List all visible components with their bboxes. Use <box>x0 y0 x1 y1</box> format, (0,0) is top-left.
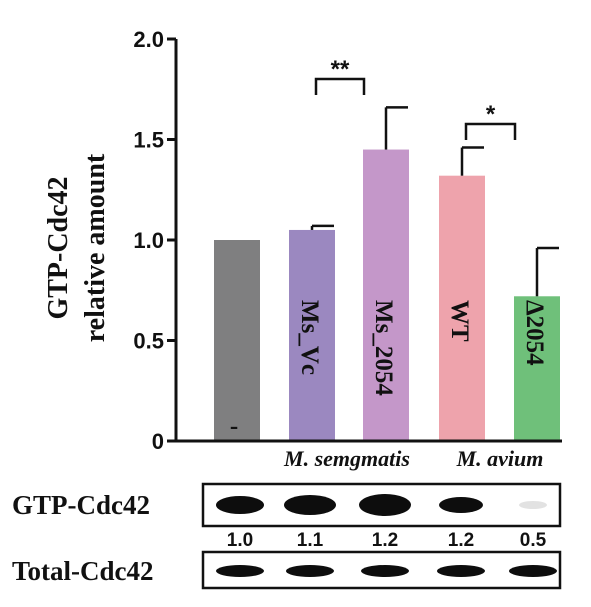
y-axis: 0 0.5 1.0 1.5 2.0 <box>133 27 178 454</box>
group-label: M. avium <box>456 446 544 471</box>
bar-label: Ms_Vc <box>296 300 323 375</box>
significance-label: * <box>486 101 496 128</box>
blot-band <box>216 565 264 577</box>
blot-band <box>361 565 409 577</box>
blot-row-label: GTP-Cdc42 <box>12 490 150 520</box>
group-labels: M. semgmatis M. avium <box>283 446 543 471</box>
blot-band <box>284 495 336 515</box>
blot-band <box>359 494 411 516</box>
blot-quantification: 1.1 <box>297 530 324 551</box>
blot-band <box>216 496 264 514</box>
group-label: M. semgmatis <box>283 446 410 471</box>
blot-band <box>439 497 483 513</box>
y-axis-label-line: relative amount <box>80 153 111 342</box>
western-blot: GTP-Cdc42 Total-Cdc42 1.0 1.1 1.2 1.2 0.5 <box>12 482 562 590</box>
y-tick-label: 1.0 <box>133 228 164 253</box>
y-axis-label: GTP-Cdc42 relative amount <box>43 153 111 342</box>
y-tick-label: 0.5 <box>133 329 164 354</box>
blot-band <box>519 501 547 509</box>
y-tick-label: 1.5 <box>133 128 164 153</box>
blot-band <box>286 565 334 577</box>
blot-quantification: 1.2 <box>372 530 398 551</box>
significance-bracket <box>464 122 517 140</box>
bars <box>214 106 560 442</box>
y-axis-label-line: GTP-Cdc42 <box>43 176 74 319</box>
bar-labels: - Ms_Vc Ms_2054 WT Δ2054 <box>230 300 548 440</box>
bar <box>363 149 409 442</box>
bar-label: WT <box>446 300 473 342</box>
bar <box>214 240 260 441</box>
significance-brackets: *** <box>314 56 517 140</box>
y-tick-label: 0 <box>152 429 164 454</box>
y-tick-label: 2.0 <box>133 27 164 52</box>
bar-label: Δ2054 <box>521 300 548 366</box>
blot-quantification: 1.2 <box>448 530 474 551</box>
blot-row-label: Total-Cdc42 <box>12 556 154 586</box>
bar-label: Ms_2054 <box>370 300 397 396</box>
bar <box>514 296 560 441</box>
bar <box>289 229 335 441</box>
blot-band <box>509 565 557 577</box>
blot-quantification: 1.0 <box>227 530 253 551</box>
significance-label: ** <box>331 56 350 83</box>
blot-quantification: 0.5 <box>520 530 547 551</box>
bar-chart: 0 0.5 1.0 1.5 2.0 GTP-Cdc42 relative amount -… <box>43 27 562 471</box>
bar-label: - <box>230 413 238 440</box>
significance-bracket <box>314 77 366 95</box>
bar <box>439 175 485 441</box>
blot-band <box>437 565 485 577</box>
